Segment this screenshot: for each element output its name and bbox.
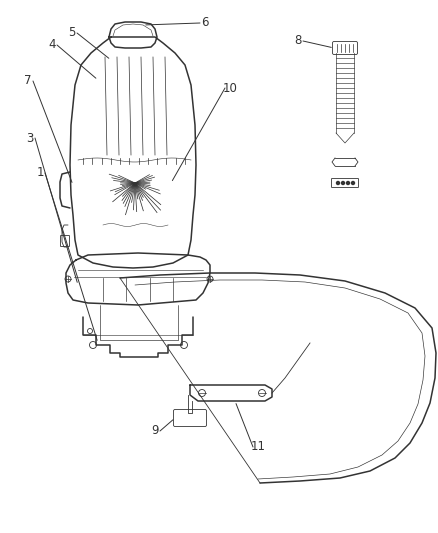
Text: 6: 6 [201,17,209,29]
Text: 11: 11 [251,440,265,454]
Text: 9: 9 [151,424,159,438]
Circle shape [336,182,339,184]
Text: 1: 1 [36,166,44,180]
Text: 8: 8 [294,35,302,47]
Circle shape [352,182,354,184]
Text: 4: 4 [48,38,56,52]
Text: 3: 3 [26,132,34,144]
Text: 5: 5 [68,27,76,39]
Circle shape [342,182,345,184]
Circle shape [346,182,350,184]
Text: 10: 10 [223,82,237,94]
Text: 7: 7 [24,75,32,87]
